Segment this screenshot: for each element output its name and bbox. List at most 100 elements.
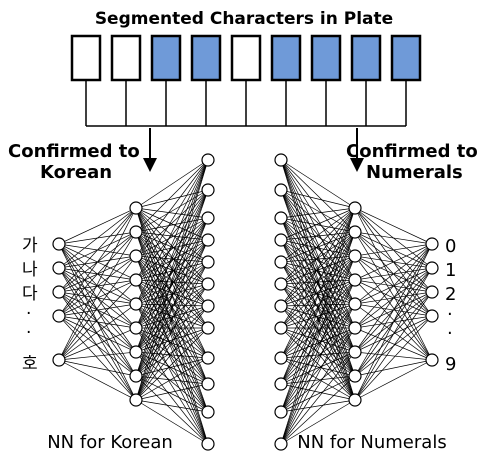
nn-numerals-input-node-11	[274, 405, 288, 419]
nn-korean-input-node-5	[52, 353, 66, 367]
nn-numerals-edge-0-98	[280, 399, 356, 413]
nn-korean-edge-0-27	[58, 207, 137, 317]
nn-korean-edge-1-39	[135, 239, 209, 281]
nn-numerals-edge-0-58	[280, 303, 356, 307]
nn-numerals-input-node-9	[274, 351, 288, 365]
nn-numerals-edge-1-35	[354, 243, 433, 377]
nn-numerals-edge-0-36	[280, 207, 356, 263]
nn-numerals-edge-0-80	[280, 357, 356, 401]
nn-numerals-edge-0-93	[280, 279, 356, 413]
korean-label-da: 다	[22, 284, 38, 304]
nn-numerals-hidden-node-6	[348, 321, 362, 335]
nn-numerals-edge-0-83	[280, 255, 356, 385]
nn-korean-edge-1-61	[135, 189, 209, 329]
nn-korean-edge-1-73	[135, 189, 209, 353]
nn-numerals-hidden-node-4	[348, 273, 362, 287]
nn-numerals-hidden-node-9	[348, 393, 362, 407]
nn-korean-edge-0-34	[58, 315, 137, 377]
nn-numerals-edge-0-78	[280, 351, 356, 359]
nn-korean-output-node-2	[201, 183, 215, 197]
nn-numerals-edge-0-84	[280, 279, 356, 385]
numeral-label-1: 1	[445, 260, 456, 281]
nn-korean-hidden-node-5	[129, 297, 143, 311]
nn-numerals-edge-0-106	[280, 375, 356, 445]
nn-numerals-edge-1-14	[354, 255, 433, 361]
nn-numerals-edge-0-50	[280, 283, 356, 329]
nn-korean-edge-1-105	[135, 383, 209, 401]
nn-korean-output-node-10	[201, 377, 215, 391]
korean-label-dot-1: ·	[26, 304, 31, 324]
nn-korean-edge-1-60	[135, 159, 209, 329]
nn-numerals-edge-1-29	[354, 327, 433, 361]
right-route-label-line1: Confirmed to	[346, 141, 478, 162]
left-route-label-line2: Korean	[40, 162, 112, 183]
nn-korean-edge-1-38	[135, 217, 209, 281]
nn-numerals-edge-0-100	[280, 231, 356, 445]
nn-numerals-hidden-node-1	[348, 201, 362, 215]
nn-numerals-caption: NN for Numerals	[297, 432, 446, 453]
nn-korean-edge-1-102	[135, 305, 209, 401]
nn-numerals-edge-0-92	[280, 255, 356, 413]
nn-numerals-edge-0-72	[280, 207, 356, 359]
nn-korean-hidden-node-4	[129, 273, 143, 287]
plate-box-4	[190, 34, 222, 82]
nn-numerals-edge-0-4	[280, 159, 356, 305]
nn-korean-output-node-9	[201, 351, 215, 365]
plate-box-2	[110, 34, 142, 82]
nn-numerals-edge-1-25	[354, 243, 433, 329]
nn-numerals-edge-0-81	[280, 207, 356, 385]
nn-korean-edge-0-41	[58, 327, 137, 361]
nn-korean-edge-1-98	[135, 217, 209, 401]
nn-korean-edge-0-32	[58, 315, 137, 329]
numeral-label-dot-1: ·	[447, 304, 453, 325]
nn-numerals-edge-0-10	[280, 189, 356, 233]
nn-numerals-edge-0-45	[280, 207, 356, 285]
nn-korean-edge-0-0	[58, 207, 137, 245]
nn-numerals-edge-1-9	[354, 231, 433, 361]
plate-character-boxes	[70, 34, 422, 82]
nn-korean-hidden-node-9	[129, 393, 143, 407]
right-route-arrow	[350, 128, 364, 172]
nn-numerals-edge-0-49	[280, 283, 356, 305]
nn-numerals-edge-0-74	[280, 255, 356, 359]
nn-numerals-edge-0-23	[280, 217, 356, 329]
nn-numerals-hidden-node-8	[348, 369, 362, 383]
nn-korean-edge-1-42	[135, 279, 209, 307]
nn-numerals-input-node-1	[274, 153, 288, 167]
nn-korean-edge-0-36	[58, 207, 137, 361]
nn-korean-output-node-11	[201, 405, 215, 419]
nn-numerals-hidden-node-2	[348, 225, 362, 239]
nn-numerals-edge-0-76	[280, 303, 356, 359]
nn-numerals-output-node-1	[425, 237, 439, 251]
nn-korean-output-node-7	[201, 299, 215, 313]
nn-korean-input-node-2	[52, 261, 66, 275]
nn-numerals-edge-0-70	[280, 327, 356, 377]
nn-numerals-edge-0-24	[280, 217, 356, 353]
nn-korean-edge-1-106	[135, 399, 209, 413]
nn-numerals-edge-0-54	[280, 207, 356, 307]
nn-numerals-edge-0-71	[280, 327, 356, 401]
nn-numerals-edge-1-4	[354, 207, 433, 361]
nn-korean-edge-1-91	[135, 327, 209, 377]
nn-numerals-edge-0-52	[280, 283, 356, 377]
nn-korean-edge-1-85	[135, 189, 209, 377]
nn-korean-edge-1-35	[135, 255, 209, 445]
nn-numerals-edge-1-24	[354, 303, 433, 361]
nn-numerals-edge-0-85	[280, 303, 356, 385]
nn-korean-edge-1-86	[135, 217, 209, 377]
nn-korean-edge-1-23	[135, 231, 209, 445]
numeral-label-0: 0	[445, 236, 456, 257]
nn-numerals-edge-0-2	[280, 159, 356, 257]
nn-numerals-edge-0-105	[280, 351, 356, 445]
plate-wiring	[85, 80, 407, 127]
nn-korean-hidden-node-7	[129, 345, 143, 359]
plate-box-5	[230, 34, 262, 82]
nn-numerals-edge-0-104	[280, 327, 356, 445]
nn-korean-input-node-1	[52, 237, 66, 251]
numeral-label-dot-2: ·	[447, 323, 453, 344]
nn-numerals-edge-0-101	[280, 255, 356, 445]
plate-box-3	[150, 34, 182, 82]
nn-numerals-edge-0-96	[280, 351, 356, 413]
nn-numerals-edge-1-10	[354, 243, 433, 257]
plate-box-1	[70, 34, 102, 82]
